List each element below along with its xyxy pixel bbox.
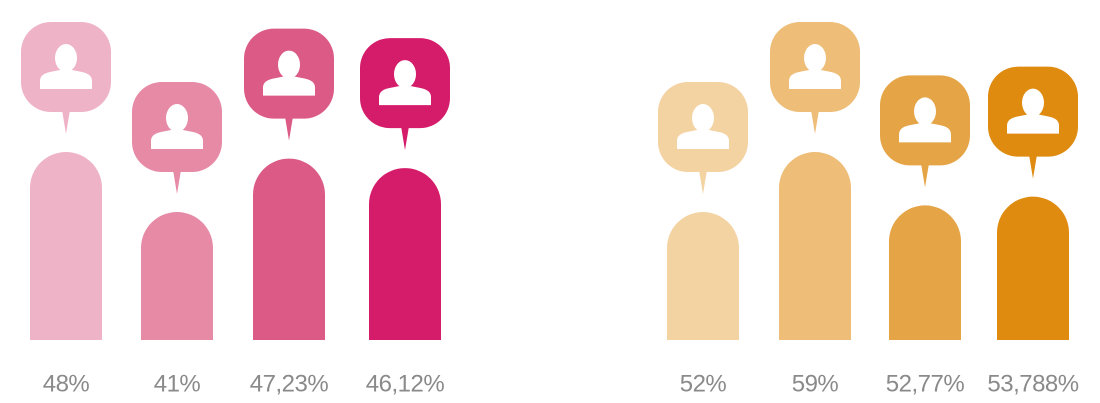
person-icon-head bbox=[804, 44, 826, 72]
bar bbox=[30, 152, 102, 340]
person-icon-head bbox=[914, 97, 936, 126]
person-icon-head bbox=[278, 50, 300, 79]
person-icon-body bbox=[899, 123, 951, 143]
person-icon-body bbox=[40, 70, 92, 89]
value-label: 48% bbox=[43, 370, 90, 397]
value-label: 46,12% bbox=[366, 370, 445, 397]
person-icon-head bbox=[1022, 88, 1044, 117]
value-label: 52,77% bbox=[886, 370, 965, 397]
person-icon-head bbox=[166, 104, 188, 132]
person-icon-body bbox=[263, 76, 315, 96]
person-bubble bbox=[770, 22, 860, 134]
value-label: 41% bbox=[154, 370, 201, 397]
bar bbox=[253, 158, 325, 340]
bubble-pointer bbox=[1029, 154, 1037, 179]
bar bbox=[141, 212, 213, 340]
bubble-pointer bbox=[921, 163, 929, 188]
person-icon-body bbox=[789, 70, 841, 89]
bubble-pointer bbox=[62, 110, 70, 134]
bubble-pointer bbox=[811, 110, 819, 134]
person-icon-head bbox=[692, 104, 714, 132]
person-bubble bbox=[244, 28, 334, 141]
value-label: 47,23% bbox=[250, 370, 329, 397]
person-icon-head bbox=[55, 44, 77, 72]
bar bbox=[667, 212, 739, 340]
value-label: 52% bbox=[680, 370, 727, 397]
person-icon-body bbox=[677, 130, 729, 149]
bubble-pointer bbox=[401, 126, 409, 151]
bar bbox=[779, 152, 851, 340]
person-bubble bbox=[132, 82, 222, 194]
person-icon-body bbox=[151, 130, 203, 149]
bar bbox=[889, 205, 961, 340]
person-bubble bbox=[21, 22, 111, 134]
person-bubble bbox=[880, 75, 970, 188]
person-bubble bbox=[360, 38, 450, 151]
bubble-pointer bbox=[699, 170, 707, 194]
bar bbox=[369, 168, 441, 340]
value-label: 53,788% bbox=[987, 370, 1078, 397]
person-bubble bbox=[988, 66, 1078, 179]
person-icon-head bbox=[394, 60, 416, 89]
person-icon-body bbox=[1007, 114, 1059, 134]
person-bubble bbox=[658, 82, 748, 194]
value-label: 59% bbox=[792, 370, 839, 397]
bar bbox=[997, 196, 1069, 340]
bubble-pointer bbox=[173, 170, 181, 194]
person-icon-body bbox=[379, 86, 431, 106]
bubble-pointer bbox=[285, 116, 293, 141]
